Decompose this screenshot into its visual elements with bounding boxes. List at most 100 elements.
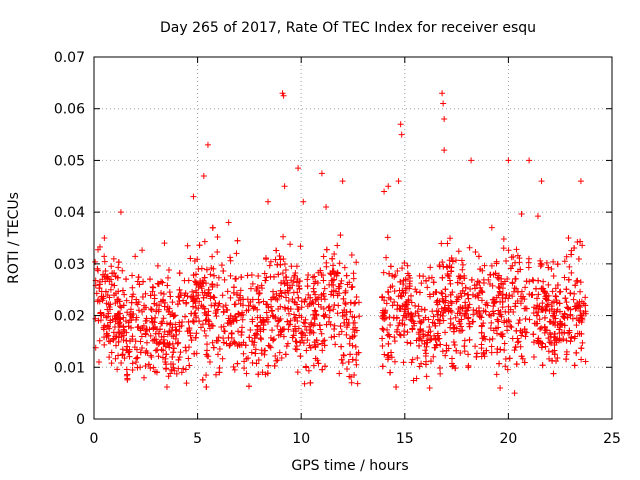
data-point	[248, 349, 255, 356]
data-point	[399, 287, 406, 294]
data-point	[528, 291, 535, 298]
data-point	[397, 332, 404, 339]
data-point	[536, 316, 543, 323]
data-point	[440, 309, 447, 316]
data-point	[150, 325, 157, 332]
data-point	[283, 274, 290, 281]
data-point	[249, 280, 256, 287]
data-point	[351, 329, 358, 336]
data-point	[530, 339, 537, 346]
data-point	[135, 274, 142, 281]
data-point	[512, 344, 519, 351]
data-point	[302, 320, 309, 327]
data-point	[271, 362, 278, 369]
data-point	[506, 318, 513, 325]
data-point	[506, 355, 513, 362]
data-point	[419, 331, 426, 338]
data-point	[255, 357, 262, 364]
data-point	[402, 276, 409, 283]
data-point	[254, 326, 261, 333]
data-point	[110, 329, 117, 336]
data-point	[341, 264, 348, 271]
data-point	[342, 300, 349, 307]
data-point	[120, 302, 127, 309]
data-point	[197, 277, 204, 284]
data-point	[231, 366, 238, 373]
data-point	[227, 257, 234, 264]
data-point	[310, 288, 317, 295]
data-point	[160, 333, 167, 340]
data-point	[102, 267, 109, 274]
data-point	[244, 296, 251, 303]
data-point	[233, 275, 240, 282]
data-point	[497, 311, 504, 318]
data-point	[201, 327, 208, 334]
data-point	[468, 276, 475, 283]
data-point	[308, 321, 315, 328]
data-point	[274, 296, 281, 303]
data-point	[482, 308, 489, 315]
data-point	[285, 321, 292, 328]
data-point	[167, 311, 174, 318]
data-point	[129, 367, 136, 374]
data-point	[123, 337, 130, 344]
data-point	[452, 314, 459, 321]
data-point	[226, 317, 233, 324]
data-point	[353, 293, 360, 300]
data-point	[547, 333, 554, 340]
data-point	[552, 293, 559, 300]
data-point	[523, 278, 530, 285]
data-point	[413, 288, 420, 295]
data-point	[180, 297, 187, 304]
data-point	[231, 301, 238, 308]
data-point	[201, 309, 208, 316]
data-point	[175, 356, 182, 363]
data-point	[116, 315, 123, 322]
y-tick-label: 0	[76, 412, 85, 428]
data-point	[263, 301, 270, 308]
data-point	[186, 326, 193, 333]
data-point	[204, 141, 211, 148]
data-point	[313, 311, 320, 318]
data-point	[259, 285, 266, 292]
data-point	[311, 339, 318, 346]
data-point	[206, 358, 213, 365]
data-point	[187, 330, 194, 337]
data-point	[321, 363, 328, 370]
data-point	[473, 350, 480, 357]
data-point	[394, 267, 401, 274]
data-point	[162, 358, 169, 365]
data-point	[575, 256, 582, 263]
data-point	[347, 299, 354, 306]
data-point	[170, 349, 177, 356]
data-point	[417, 326, 424, 333]
data-point	[182, 290, 189, 297]
data-point	[496, 289, 503, 296]
data-point	[346, 335, 353, 342]
data-point	[403, 301, 410, 308]
data-point	[214, 248, 221, 255]
data-point	[169, 324, 176, 331]
data-point	[214, 233, 221, 240]
data-point	[134, 354, 141, 361]
data-point	[233, 250, 240, 257]
data-point	[562, 295, 569, 302]
data-point	[433, 341, 440, 348]
data-point	[294, 369, 301, 376]
data-point	[563, 253, 570, 260]
data-point	[154, 262, 161, 269]
data-point	[279, 270, 286, 277]
data-point	[230, 284, 237, 291]
data-point	[227, 312, 234, 319]
data-point	[188, 310, 195, 317]
data-point	[513, 246, 520, 253]
data-point	[203, 266, 210, 273]
data-point	[331, 276, 338, 283]
data-point	[317, 303, 324, 310]
data-point	[158, 320, 165, 327]
data-point	[330, 306, 337, 313]
data-point	[298, 330, 305, 337]
data-point	[270, 288, 277, 295]
data-point	[235, 297, 242, 304]
data-point	[404, 262, 411, 269]
